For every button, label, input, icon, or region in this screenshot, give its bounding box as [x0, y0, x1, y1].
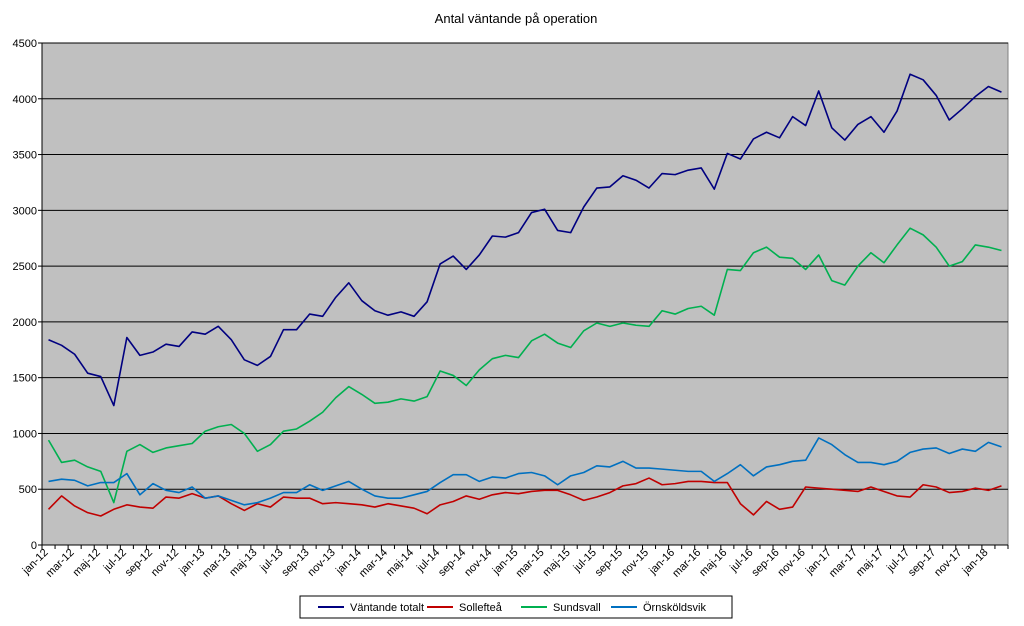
y-tick-label: 1000 — [13, 428, 37, 440]
y-tick-label: 500 — [19, 484, 37, 496]
y-tick-label: 4000 — [13, 94, 37, 106]
y-tick-label: 2000 — [13, 317, 37, 329]
y-tick-label: 3500 — [13, 150, 37, 162]
gridlines — [42, 42, 1008, 490]
series-lines — [47, 73, 1002, 517]
legend-box — [299, 595, 733, 619]
legend-label: Örnsköldsvik — [643, 602, 706, 614]
series-line-1 — [48, 73, 1002, 407]
chart-title: Antal väntande på operation — [435, 11, 598, 26]
y-tick-label: 0 — [31, 540, 37, 552]
y-tick-label: 2500 — [13, 261, 37, 273]
legend: Väntande totalt Sollefteå Sundsvall Örnsköl… — [299, 595, 733, 619]
series-line-4 — [48, 437, 1002, 506]
y-tick-label: 3000 — [13, 205, 37, 217]
y-tick-label: 4500 — [13, 38, 37, 50]
y-tick-label: 1500 — [13, 373, 37, 385]
series-line-3 — [47, 227, 1002, 504]
legend-label: Sundsvall — [553, 602, 601, 614]
legend-label: Väntande totalt — [350, 602, 424, 614]
plot-area — [41, 42, 1009, 546]
legend-label: Sollefteå — [459, 602, 503, 614]
